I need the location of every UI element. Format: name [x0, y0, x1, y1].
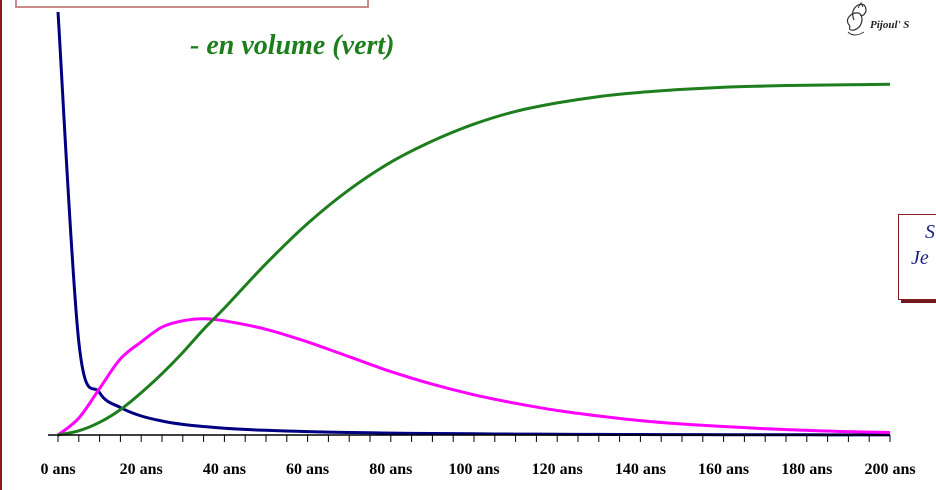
x-axis: 0 ans 20 ans 40 ans 60 ans 80 ans 100 ans 120 … — [40, 434, 916, 478]
x-tick-label: 100 ans — [448, 461, 499, 478]
x-tick-label: 120 ans — [532, 461, 583, 478]
x-tick-label: 40 ans — [203, 461, 246, 478]
x-tick-label: 0 ans — [40, 461, 75, 478]
x-tick-label: 60 ans — [286, 461, 329, 478]
x-tick-label: 160 ans — [698, 461, 749, 478]
side-note-fragment: S — [925, 221, 935, 243]
series-line-2 — [57, 82, 891, 437]
x-tick-label: 200 ans — [864, 461, 915, 478]
squirrel-logo-icon — [846, 1, 867, 36]
x-tick-label: 20 ans — [120, 461, 163, 478]
logo-signature: Pijoul' S — [870, 19, 910, 31]
left-border — [0, 0, 2, 490]
side-note-fragment: Je — [911, 247, 929, 269]
x-tick-label: 180 ans — [781, 461, 832, 478]
title-box-edge — [15, 0, 369, 8]
side-note-box: S Je l — [898, 214, 936, 300]
series-line-1 — [57, 317, 891, 437]
x-tick-label: 80 ans — [369, 461, 412, 478]
series-layer — [56, 11, 891, 437]
x-tick-label: 140 ans — [615, 461, 666, 478]
subtitle: - en volume (vert) — [190, 30, 395, 61]
series-line-0 — [56, 11, 890, 437]
